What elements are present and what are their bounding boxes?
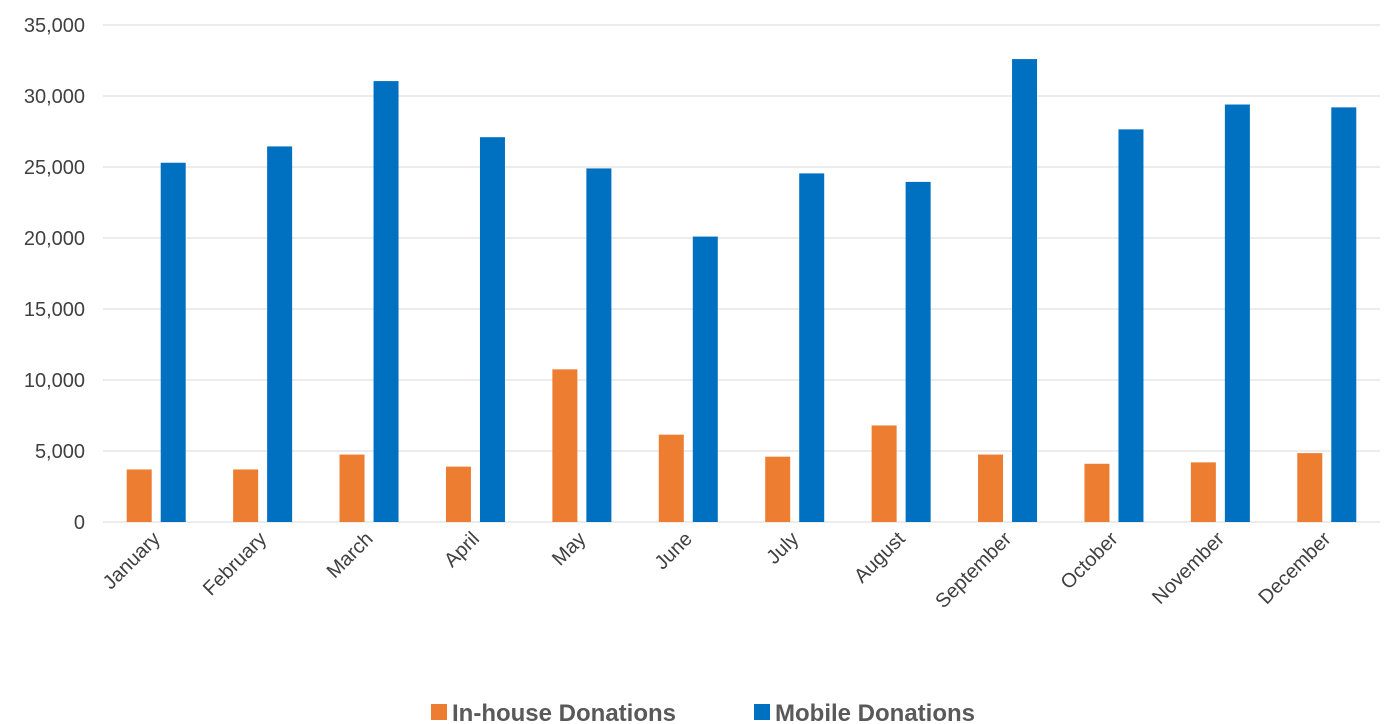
bar-in-house (552, 369, 578, 522)
bar-in-house (978, 454, 1004, 522)
y-tick-label: 20,000 (24, 228, 85, 250)
gridlines (103, 24, 1380, 523)
y-tick-label: 25,000 (24, 157, 85, 179)
x-axis-tick-labels: January February March April May June July Augu… (99, 528, 1336, 613)
bar-mobile (586, 168, 612, 523)
x-tick-label: April (440, 528, 484, 572)
legend-swatch-in-house (431, 704, 447, 720)
x-tick-label: January (99, 528, 165, 594)
y-axis-tick-labels: 0 5,000 10,000 15,000 20,000 25,000 30,000 35,0… (24, 15, 85, 534)
bar-in-house (765, 456, 791, 522)
y-tick-label: 5,000 (35, 441, 85, 463)
x-tick-label: October (1057, 528, 1123, 594)
legend-label-mobile: Mobile Donations (775, 700, 975, 724)
x-tick-label: February (199, 528, 271, 600)
bars (126, 59, 1357, 523)
bar-mobile (479, 137, 505, 522)
bar-in-house (658, 434, 684, 522)
bar-mobile (267, 146, 293, 522)
bar-mobile (692, 236, 718, 522)
x-tick-label: August (850, 528, 910, 588)
legend: In-house Donations Mobile Donations (431, 700, 975, 724)
bar-mobile (373, 81, 399, 522)
x-tick-label: November (1148, 528, 1229, 609)
bar-mobile (1331, 107, 1357, 523)
bar-in-house (233, 469, 259, 522)
y-tick-label: 15,000 (24, 299, 85, 321)
bar-mobile (799, 173, 825, 522)
bar-in-house (871, 425, 897, 522)
y-tick-label: 0 (74, 512, 85, 534)
legend-swatch-mobile (754, 704, 770, 720)
x-tick-label: March (323, 528, 378, 583)
bar-mobile (905, 181, 931, 522)
x-tick-label: May (548, 528, 590, 570)
bar-mobile (160, 162, 186, 523)
x-tick-label: June (651, 528, 697, 574)
x-tick-label: July (763, 528, 804, 569)
bar-in-house (339, 454, 365, 522)
bar-in-house (445, 466, 471, 522)
bar-in-house (1084, 463, 1110, 522)
bar-mobile (1224, 104, 1250, 523)
bar-mobile (1118, 129, 1144, 522)
bar-in-house (1190, 462, 1216, 522)
bar-in-house (126, 469, 152, 522)
y-tick-label: 10,000 (24, 370, 85, 392)
bar-mobile (1012, 59, 1038, 522)
y-tick-label: 35,000 (24, 15, 85, 37)
x-tick-label: December (1255, 528, 1336, 609)
legend-label-in-house: In-house Donations (452, 700, 676, 724)
y-tick-label: 30,000 (24, 86, 85, 108)
bar-in-house (1297, 453, 1323, 522)
x-tick-label: September (931, 528, 1016, 613)
